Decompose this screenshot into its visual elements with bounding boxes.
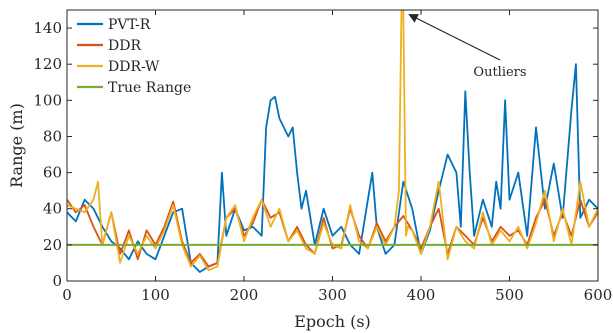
y-tick-label: 0 — [52, 272, 62, 290]
plot-background — [67, 10, 598, 281]
y-tick-label: 40 — [43, 200, 62, 218]
y-axis-label: Range (m) — [7, 103, 26, 188]
x-tick-label: 400 — [407, 286, 436, 304]
x-axis-label: Epoch (s) — [294, 312, 371, 331]
plot-area — [67, 10, 598, 281]
x-tick-label: 0 — [62, 286, 72, 304]
x-tick-label: 600 — [584, 286, 613, 304]
series-lines — [67, 10, 598, 273]
x-tick-label: 300 — [318, 286, 347, 304]
legend-entry-pvt-r: PVT-R — [108, 17, 151, 33]
y-tick-label: 20 — [43, 236, 62, 254]
x-tick-label: 100 — [141, 286, 170, 304]
annotation-label: Outliers — [473, 65, 526, 80]
annotation-arrow — [408, 14, 501, 61]
annotation: Outliers — [408, 14, 527, 80]
legend-entry-ddr-w: DDR-W — [108, 59, 160, 75]
x-tick-label: 500 — [495, 286, 524, 304]
legend-entry-true-range: True Range — [108, 80, 191, 96]
axes: 0 100 200 300 400 500 600 0 20 40 60 80 100 120 140 — [33, 9, 613, 304]
y-tick-label: 80 — [43, 127, 62, 145]
y-tick-label: 100 — [33, 91, 62, 109]
y-tick-label: 60 — [43, 164, 62, 182]
x-tick-label: 200 — [230, 286, 259, 304]
y-tick-label: 140 — [33, 19, 62, 37]
legend-entry-ddr: DDR — [108, 38, 141, 54]
series-line-pvt-r — [67, 63, 598, 273]
y-tick-label: 120 — [33, 55, 62, 73]
series-line-ddr-w — [67, 10, 598, 272]
legend: PVT-R DDR DDR-W True Range — [77, 17, 191, 96]
